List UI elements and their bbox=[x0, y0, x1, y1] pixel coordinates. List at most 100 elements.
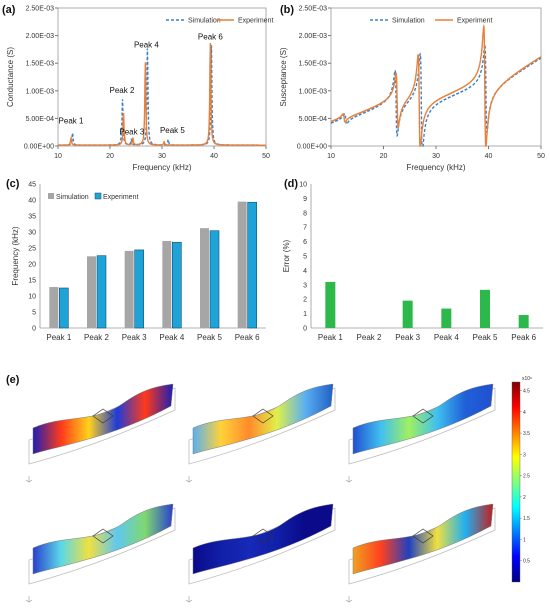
bar-experiment-4 bbox=[172, 241, 182, 329]
axis-triad-icon bbox=[345, 476, 353, 483]
series-line-experiment bbox=[58, 42, 266, 146]
plot-frame bbox=[330, 7, 542, 147]
y-axis-label: Frequency (kHz) bbox=[11, 226, 20, 285]
legend-label-simulation: Simulation bbox=[392, 18, 425, 25]
mode-shape-6 bbox=[352, 503, 494, 575]
colorbar-tick-label: 4 bbox=[523, 410, 526, 416]
y-axis-label: Error (%) bbox=[282, 239, 291, 272]
x-tick-label: 50 bbox=[262, 153, 270, 160]
colorbar bbox=[511, 381, 521, 583]
y-tick-label: 0 bbox=[303, 326, 307, 333]
y-tick-label: 15 bbox=[28, 278, 36, 285]
legend-label-simulation: Simulation bbox=[56, 194, 89, 201]
category-label: Peak 1 bbox=[318, 333, 343, 342]
colorbar-tick-label: 3.5 bbox=[523, 431, 530, 437]
colorbar-tick-label: 1.5 bbox=[523, 516, 530, 522]
x-tick-label: 30 bbox=[158, 153, 166, 160]
sensor-patch-3 bbox=[412, 408, 434, 424]
x-tick-label: 50 bbox=[537, 153, 545, 160]
y-tick-label: 0 bbox=[32, 326, 36, 333]
colorbar-tick-label: 0.5 bbox=[523, 559, 530, 565]
y-tick-label: 2.00E-03 bbox=[299, 33, 328, 40]
bar-experiment-3 bbox=[134, 249, 144, 329]
x-tick-label: 10 bbox=[327, 153, 335, 160]
category-label: Peak 6 bbox=[235, 333, 260, 342]
y-tick-label: 5 bbox=[32, 310, 36, 317]
y-tick-label: 7 bbox=[303, 225, 307, 232]
annotation-peak-3: Peak 3 bbox=[119, 127, 144, 136]
axis-triad-icon bbox=[345, 596, 353, 603]
x-axis-label: Frequency (kHz) bbox=[406, 163, 465, 172]
mode-shape-4 bbox=[32, 503, 174, 575]
axis-triad-icon bbox=[185, 596, 193, 603]
error-bar-chart: 0 1 2 3 4 5 6 7 8 9 10 Error (%) Peak 1 Peak 2 Peak 3 P… bbox=[282, 182, 543, 342]
legend-label-experiment: Experiment bbox=[457, 18, 492, 25]
colorbar-exponent: x10⁶ bbox=[522, 376, 532, 382]
bar-simulation-5 bbox=[200, 228, 209, 328]
category-label: Peak 2 bbox=[84, 333, 109, 342]
bar-simulation-2 bbox=[87, 256, 96, 328]
y-tick-label: 35 bbox=[28, 214, 36, 221]
y-tick-label: 8 bbox=[303, 210, 307, 217]
y-tick-label: 4 bbox=[303, 268, 307, 275]
panel-label-a: (a) bbox=[2, 4, 16, 16]
annotation-peak-6: Peak 6 bbox=[198, 32, 223, 41]
colorbar-tick-label: 1 bbox=[523, 537, 526, 543]
x-tick-label: 10 bbox=[54, 153, 62, 160]
sensor-patch-5 bbox=[252, 528, 274, 544]
y-axis-label: Susceptance (S) bbox=[279, 47, 288, 106]
category-label: Peak 1 bbox=[46, 333, 71, 342]
category-label: Peak 5 bbox=[197, 333, 222, 342]
y-tick-label: 1.00E-03 bbox=[26, 88, 55, 95]
bar-error-5 bbox=[480, 289, 490, 328]
bar-error-4 bbox=[441, 308, 452, 328]
sensor-patch-4 bbox=[92, 528, 114, 544]
bar-simulation-6 bbox=[237, 201, 247, 328]
panel-label-b: (b) bbox=[280, 4, 295, 16]
annotation-peak-4: Peak 4 bbox=[134, 41, 159, 50]
axis-triad-icon bbox=[185, 476, 193, 483]
legend-swatch-simulation bbox=[48, 193, 54, 199]
susceptance-chart: 10 20 30 40 50 0.00E+00 5.00E-04 1.00E-03 1.50E-… bbox=[279, 6, 545, 173]
x-tick-label: 30 bbox=[432, 153, 440, 160]
bar-experiment-1 bbox=[59, 287, 69, 329]
category-label: Peak 4 bbox=[434, 333, 459, 342]
category-label: Peak 3 bbox=[122, 333, 147, 342]
panel-label-e: (e) bbox=[6, 374, 20, 386]
bar-experiment-2 bbox=[96, 255, 107, 329]
category-label: Peak 4 bbox=[159, 333, 184, 342]
y-tick-label: 9 bbox=[303, 196, 307, 203]
mode-shape-1 bbox=[32, 383, 174, 455]
y-tick-label: 0.00E+00 bbox=[24, 144, 54, 151]
colorbar-tick-label: 4.5 bbox=[523, 389, 530, 395]
y-tick-label: 2.00E-03 bbox=[26, 33, 55, 40]
y-tick-label: 1.00E-03 bbox=[299, 88, 328, 95]
y-tick-label: 2.50E-03 bbox=[299, 6, 328, 13]
category-label: Peak 5 bbox=[473, 333, 498, 342]
x-tick-label: 40 bbox=[210, 153, 218, 160]
y-tick-label: 10 bbox=[28, 294, 36, 301]
y-tick-label: 5.00E-04 bbox=[299, 116, 328, 123]
frequency-bar-chart: 0 5 10 15 20 25 30 35 40 45 Frequency (kHz) Peak 1 P… bbox=[11, 182, 266, 342]
y-tick-label: 5.00E-04 bbox=[26, 116, 55, 123]
annotation-peak-5: Peak 5 bbox=[160, 126, 185, 135]
sensor-patch-1 bbox=[92, 408, 114, 424]
series-line-simulation bbox=[330, 42, 542, 147]
y-tick-label: 2.50E-03 bbox=[26, 6, 55, 13]
sensor-patch-6 bbox=[412, 528, 434, 544]
y-tick-label: 45 bbox=[28, 182, 36, 189]
y-tick-label: 40 bbox=[28, 198, 36, 205]
y-tick-label: 30 bbox=[28, 230, 36, 237]
y-axis-label: Conductance (S) bbox=[6, 47, 15, 107]
y-tick-label: 5 bbox=[303, 254, 307, 261]
x-axis-label: Frequency (kHz) bbox=[132, 163, 191, 172]
bar-simulation-3 bbox=[124, 250, 134, 328]
x-tick-label: 20 bbox=[380, 153, 388, 160]
annotation-peak-2: Peak 2 bbox=[110, 86, 135, 95]
axis-triad-icon bbox=[25, 596, 33, 603]
legend-label-experiment: Experiment bbox=[238, 18, 273, 25]
y-tick-label: 1 bbox=[303, 311, 307, 318]
legend-label-experiment: Experiment bbox=[103, 194, 138, 201]
legend-swatch-experiment bbox=[94, 192, 102, 200]
axis-triad-icon bbox=[25, 476, 33, 483]
